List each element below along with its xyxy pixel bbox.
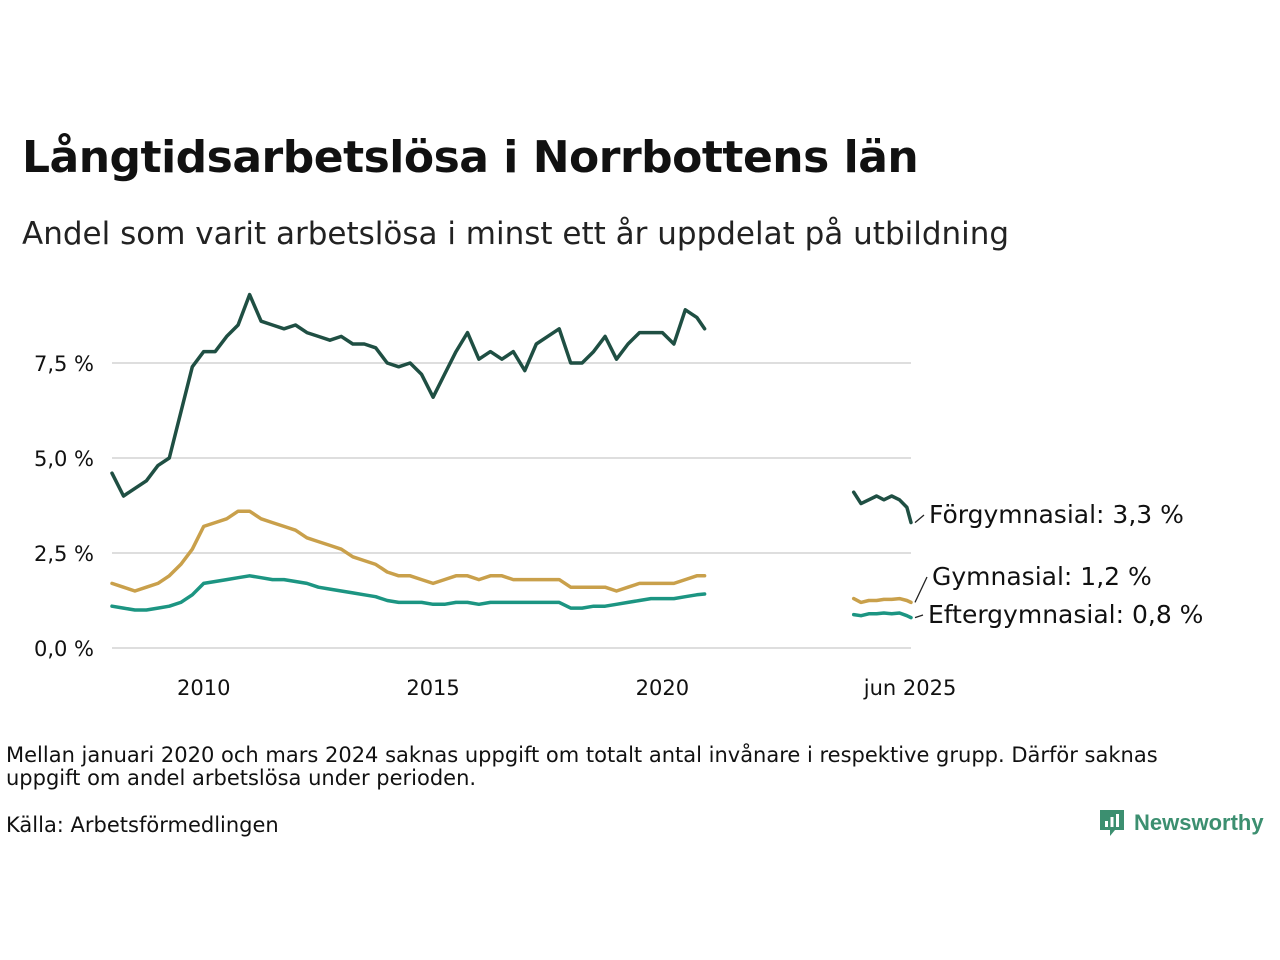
x-tick-label: jun 2025	[863, 676, 957, 700]
source-text: Källa: Arbetsförmedlingen	[6, 813, 279, 837]
chart-title: Långtidsarbetslösa i Norrbottens län	[22, 132, 919, 183]
y-tick-label: 7,5 %	[34, 352, 94, 376]
chart-subtitle: Andel som varit arbetslösa i minst ett å…	[22, 216, 1010, 252]
series-line	[110, 574, 707, 612]
label-leader-line	[914, 514, 925, 524]
x-tick-label: 2015	[406, 676, 459, 700]
y-tick-label: 0,0 %	[34, 637, 94, 661]
series-end-label: Eftergymnasial: 0,8 %	[928, 600, 1203, 629]
footnote: Mellan januari 2020 och mars 2024 saknas…	[6, 743, 1158, 790]
series-end-label: Gymnasial: 1,2 %	[932, 562, 1152, 591]
series-line	[851, 611, 913, 620]
brand-name: Newsworthy	[1134, 810, 1264, 835]
x-tick-label: 2020	[636, 676, 689, 700]
label-leader-line	[914, 614, 924, 619]
y-tick-label: 2,5 %	[34, 542, 94, 566]
series-line	[851, 490, 913, 525]
series-end-label: Förgymnasial: 3,3 %	[929, 500, 1184, 529]
label-leader-line	[914, 576, 928, 603]
newsworthy-icon	[1100, 810, 1124, 836]
series-line	[110, 509, 707, 593]
newsworthy-logo: Newsworthy	[1098, 808, 1264, 838]
line-chart: 0,0 % 2,5 % 5,0 % 7,5 % 2010 2015 2020 jun 202…	[34, 292, 1203, 700]
x-tick-label: 2010	[177, 676, 230, 700]
series-line	[110, 292, 707, 498]
y-tick-label: 5,0 %	[34, 447, 94, 471]
series-line	[851, 596, 913, 605]
